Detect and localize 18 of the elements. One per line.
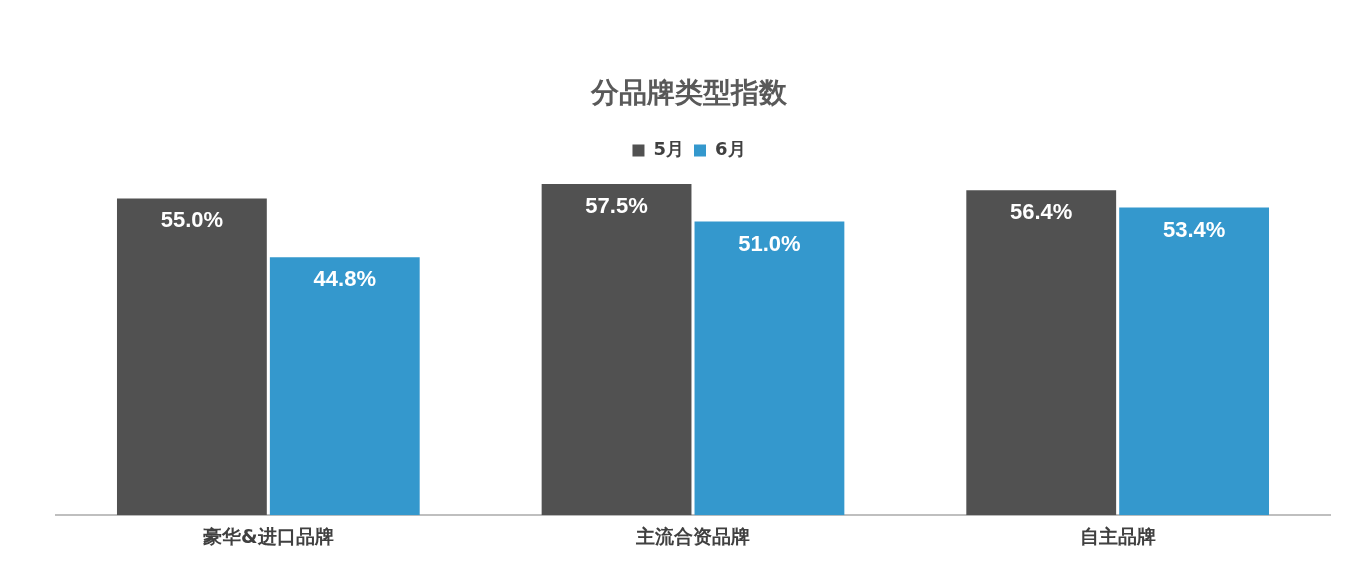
data-label: 51.0% [738, 230, 801, 256]
legend-label: 5月 [653, 138, 685, 160]
data-label: 55.0% [160, 207, 224, 233]
x-tick-label: 豪华&进口品牌 [202, 524, 334, 547]
bar [116, 198, 267, 516]
bar [541, 184, 692, 516]
bar [694, 221, 845, 516]
data-label: 44.8% [313, 266, 376, 292]
chart-title: 分品牌类型指数 [590, 76, 788, 110]
data-label: 53.4% [1162, 216, 1226, 242]
data-label: 56.4% [1010, 199, 1073, 225]
data-label: 57.5% [585, 193, 648, 219]
bar [269, 257, 420, 516]
bar [966, 190, 1117, 516]
legend-label: 6月 [715, 138, 746, 160]
x-tick-label: 自主品牌 [1079, 524, 1156, 547]
bar [1119, 207, 1270, 516]
x-tick-label: 主流合资品牌 [635, 524, 750, 547]
